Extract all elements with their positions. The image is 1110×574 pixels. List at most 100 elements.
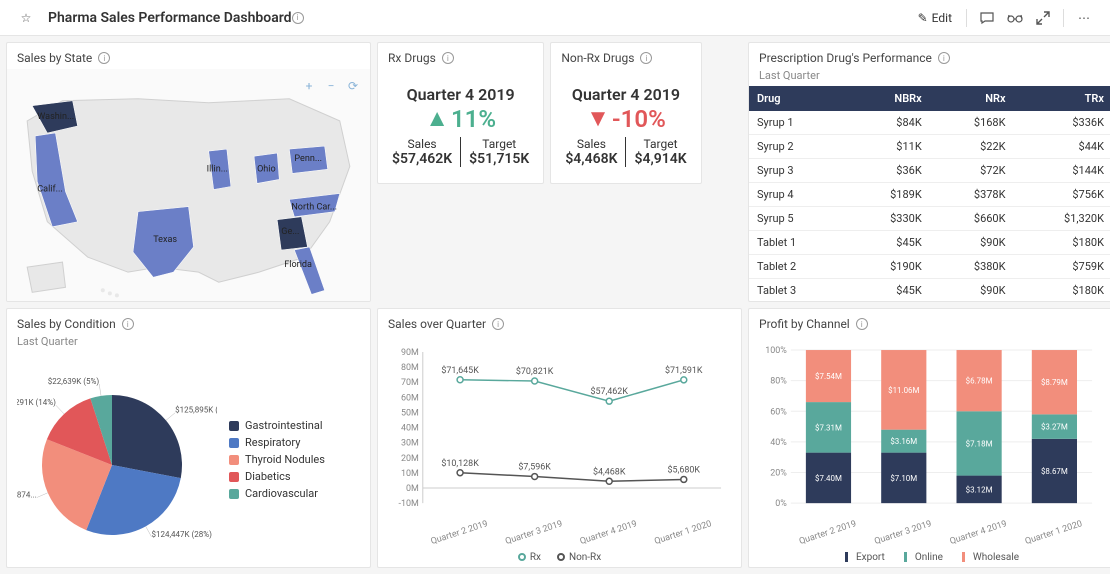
table-row[interactable]: Syrup 5$330K$660K$1,320K [749,207,1110,231]
line-chart-legend: Rx Non-Rx [378,548,741,567]
svg-text:$8.79M: $8.79M [1041,378,1068,387]
more-icon[interactable]: ⋯ [1070,4,1098,32]
legend-item[interactable]: Rx [518,552,541,563]
svg-text:Washin...: Washin... [37,112,74,122]
svg-text:$60,291K (14%): $60,291K (14%) [17,398,56,407]
table-header[interactable]: TRx [1014,86,1110,111]
pencil-icon: ✎ [918,11,928,25]
svg-text:Calif...: Calif... [37,184,63,194]
svg-text:$7.40M: $7.40M [815,474,842,483]
us-map[interactable]: + − ⟳ Washin...Calif...TexasIllin...Ohio… [7,69,370,302]
svg-text:$70,821K: $70,821K [516,366,554,377]
rx-period: Quarter 4 2019 [384,85,537,104]
table-row[interactable]: Tablet 3$45K$90K$180K [749,279,1110,303]
svg-text:60%: 60% [770,407,787,417]
comment-icon[interactable] [973,4,1001,32]
sales-by-condition-panel: Sales by Conditioni Last Quarter $125,89… [6,308,371,568]
sales-by-state-panel: Sales by Statei + − ⟳ Washin...Calif...T… [6,42,371,302]
rx-drugs-panel: Rx Drugsi Quarter 4 2019 ▲11% Sales$57,4… [377,42,544,184]
svg-text:$3.12M: $3.12M [966,485,993,494]
svg-text:$71,645K: $71,645K [441,365,479,376]
info-icon[interactable]: i [938,52,950,64]
info-icon[interactable]: i [492,318,504,330]
profit-by-channel-panel: Profit by Channeli 0%20%40%60%80%100%$7.… [748,308,1110,568]
info-icon[interactable]: i [98,52,110,64]
table-header[interactable]: NBRx [846,86,930,111]
svg-text:90M: 90M [401,348,419,358]
info-icon[interactable]: i [856,318,868,330]
svg-text:$7.10M: $7.10M [890,474,917,483]
svg-text:20M: 20M [401,454,419,464]
svg-text:Quarter 4 2019: Quarter 4 2019 [579,519,639,544]
favorite-icon[interactable]: ☆ [12,4,40,32]
map-zoom-out-icon[interactable]: − [322,77,340,95]
table-row[interactable]: Syrup 3$36K$72K$144K [749,159,1110,183]
svg-text:$11.06M: $11.06M [888,386,919,395]
svg-text:50M: 50M [401,408,419,418]
svg-text:$57,462K: $57,462K [590,386,628,397]
svg-text:North Car...: North Car... [291,203,337,213]
svg-text:30M: 30M [401,439,419,449]
svg-text:60M: 60M [401,393,419,403]
legend-item[interactable]: Cardiovascular [229,487,325,500]
svg-text:Ohio: Ohio [257,164,276,174]
map-zoom-in-icon[interactable]: + [300,77,318,95]
svg-text:Ge...: Ge... [281,227,299,237]
info-icon[interactable]: i [442,52,454,64]
table-row[interactable]: Syrup 1$84K$168K$336K [749,111,1110,135]
legend-item[interactable]: Gastrointestinal [229,419,325,432]
table-row[interactable]: Syrup 2$11K$22K$44K [749,135,1110,159]
table-row[interactable]: Tablet 2$190K$380K$759K [749,255,1110,279]
legend-item[interactable]: Wholesale [959,552,1019,563]
svg-text:$8.67M: $8.67M [1041,467,1068,476]
map-reset-icon[interactable]: ⟳ [344,77,362,95]
svg-text:Quarter 4 2019: Quarter 4 2019 [949,519,1009,544]
svg-text:Quarter 2 2019: Quarter 2 2019 [430,519,490,544]
svg-text:20%: 20% [770,469,787,479]
svg-text:$4,468K: $4,468K [593,466,626,477]
svg-text:$7,596K: $7,596K [518,462,551,473]
svg-text:Quarter 1 2020: Quarter 1 2020 [1024,519,1084,544]
legend-item[interactable]: Diabetics [229,470,325,483]
svg-text:$71,591K: $71,591K [665,365,703,376]
nonrx-period: Quarter 4 2019 [557,85,694,104]
svg-text:Quarter 3 2019: Quarter 3 2019 [504,519,564,544]
table-row[interactable]: Syrup 4$189K$378K$756K [749,183,1110,207]
svg-text:70M: 70M [401,378,419,388]
nonrx-drugs-panel: Non-Rx Drugsi Quarter 4 2019 ▼-10% Sales… [550,42,701,184]
table-header[interactable]: Drug [749,86,846,111]
svg-text:$111,874...: $111,874... [17,490,37,499]
legend-item[interactable]: Respiratory [229,436,325,449]
svg-text:$7.31M: $7.31M [815,423,842,432]
info-icon[interactable]: i [640,52,652,64]
line-chart[interactable]: -10M 0M 10M 20M 30M 40M 50M 60M 70M 80M 90M Quarter… [388,339,731,544]
edit-button[interactable]: ✎ Edit [910,11,960,25]
svg-text:0M: 0M [406,484,419,494]
svg-text:Quarter 3 2019: Quarter 3 2019 [873,519,933,544]
svg-text:$124,447K (28%): $124,447K (28%) [152,529,213,538]
expand-icon[interactable] [1029,4,1057,32]
svg-text:Quarter 2 2019: Quarter 2 2019 [798,519,858,544]
svg-text:40M: 40M [401,424,419,434]
pie-chart[interactable]: $125,895K (28%)$124,447K (28%)$111,874..… [17,360,217,560]
page-title: Pharma Sales Performance Dashboard [48,10,292,26]
legend-item[interactable]: Export [842,552,885,563]
prescription-table: DrugNBRxNRxTRxSyrup 1$84K$168K$336KSyrup… [749,86,1110,302]
glasses-icon[interactable] [1001,4,1029,32]
svg-text:10M: 10M [401,469,419,479]
page-header: ☆ Pharma Sales Performance Dashboard i ✎… [0,0,1110,36]
svg-text:-10M: -10M [398,499,419,509]
legend-item[interactable]: Thyroid Nodules [229,453,325,466]
info-icon[interactable]: i [122,318,134,330]
legend-item[interactable]: Online [901,552,943,563]
table-row[interactable]: Tablet 1$45K$90K$180K [749,231,1110,255]
info-icon[interactable]: i [292,12,304,24]
table-header[interactable]: NRx [930,86,1014,111]
svg-text:$3.16M: $3.16M [890,437,917,446]
svg-text:Florida: Florida [284,260,312,270]
svg-text:Penn...: Penn... [294,154,322,164]
bar-chart-legend: Export Online Wholesale [749,548,1110,567]
svg-text:80M: 80M [401,363,419,373]
stacked-bar-chart[interactable]: 0%20%40%60%80%100%$7.40M$7.31M$7.54MQuar… [759,339,1102,544]
legend-item[interactable]: Non-Rx [557,552,601,563]
